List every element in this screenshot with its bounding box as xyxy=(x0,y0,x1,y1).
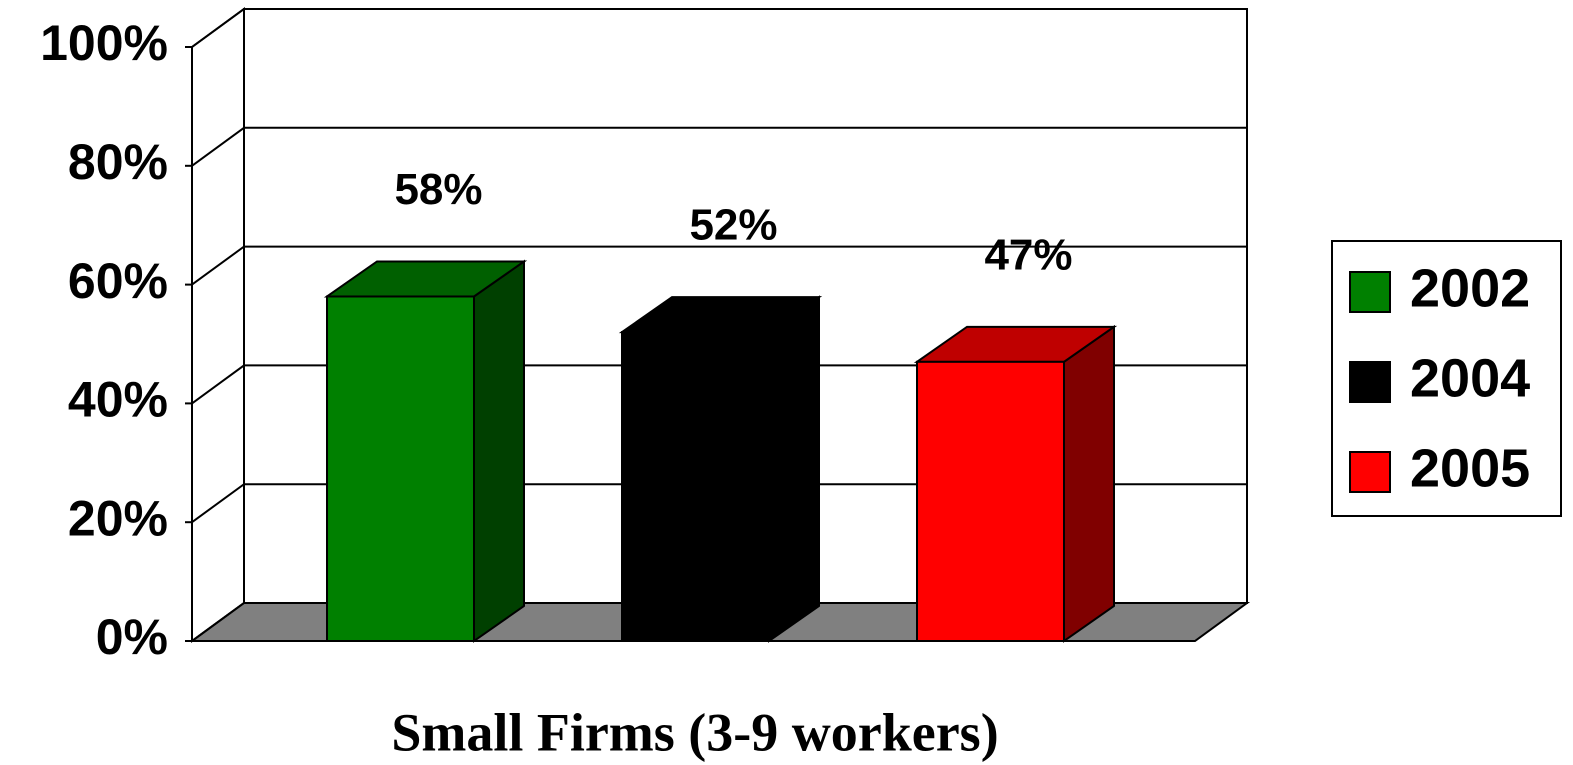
bar xyxy=(916,360,1065,642)
y-tick-label: 60% xyxy=(68,253,168,309)
bar-side xyxy=(473,259,525,643)
legend-label: 2004 xyxy=(1410,348,1530,408)
bar-side xyxy=(768,295,820,643)
grid-line xyxy=(191,602,1247,642)
bar xyxy=(326,295,475,642)
value-label: 52% xyxy=(689,201,777,250)
side-wall xyxy=(191,7,245,643)
y-tick-label: 40% xyxy=(68,372,168,428)
y-tick-label: 80% xyxy=(68,134,168,190)
bar xyxy=(621,331,770,642)
value-label: 47% xyxy=(984,230,1072,279)
x-tick-label: Small Firms (3-9 workers) xyxy=(391,702,998,762)
value-label: 58% xyxy=(394,165,482,214)
grid-line xyxy=(191,364,1247,405)
grid-line xyxy=(191,126,1247,167)
grid-line xyxy=(191,245,1247,286)
y-tick-label: 100% xyxy=(40,15,168,71)
bar-side xyxy=(1063,324,1115,643)
grid-line xyxy=(191,8,1247,48)
grid-line xyxy=(191,483,1247,524)
legend-swatch xyxy=(1349,271,1391,313)
legend-label: 2005 xyxy=(1410,438,1530,498)
y-tick-label: 0% xyxy=(96,609,168,665)
legend-label: 2002 xyxy=(1410,258,1530,318)
y-tick-label: 20% xyxy=(68,490,168,546)
legend-swatch xyxy=(1349,361,1391,403)
legend-swatch xyxy=(1349,451,1391,493)
